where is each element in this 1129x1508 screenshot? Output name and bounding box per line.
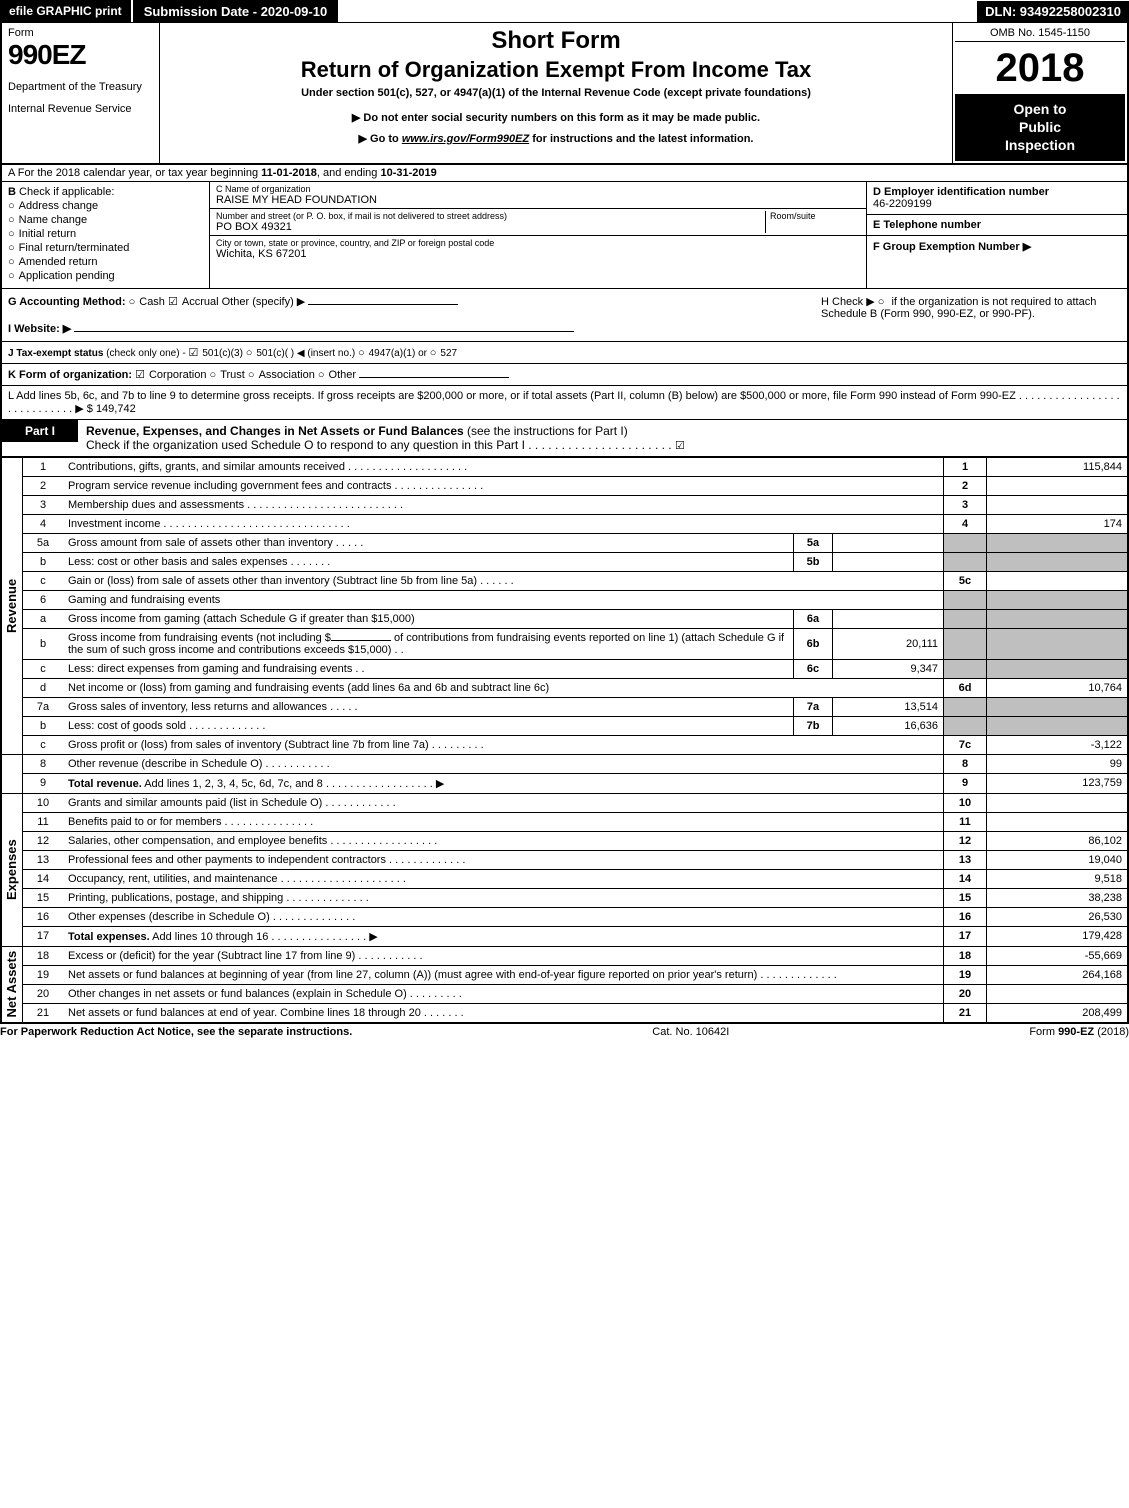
line-1-no: 1	[23, 457, 64, 476]
header-center: Short Form Return of Organization Exempt…	[160, 23, 953, 163]
subtitle: Under section 501(c), 527, or 4947(a)(1)…	[170, 87, 942, 99]
return-title: Return of Organization Exempt From Incom…	[170, 57, 942, 83]
chk-application-pending[interactable]: Application pending	[8, 270, 203, 282]
submission-date: Submission Date - 2020-09-10	[133, 0, 339, 23]
ssn-notice: ▶ Do not enter social security numbers o…	[170, 111, 942, 124]
tax-year-end: 10-31-2019	[380, 167, 436, 179]
side-revenue: Revenue	[1, 457, 23, 754]
line-1-val: 115,844	[987, 457, 1129, 476]
j-4947[interactable]: 4947(a)(1) or	[358, 348, 427, 359]
top-bar: efile GRAPHIC print Submission Date - 20…	[0, 0, 1129, 22]
col-d-e-f: D Employer identification number 46-2209…	[867, 182, 1127, 288]
chk-initial-return[interactable]: Initial return	[8, 228, 203, 240]
omb-number: OMB No. 1545-1150	[955, 25, 1125, 42]
form-number: 990EZ	[8, 39, 153, 71]
part-1-checkbox[interactable]	[675, 438, 689, 452]
i-label: I Website: ▶	[8, 323, 71, 335]
g-cash[interactable]: Cash	[129, 296, 165, 308]
main-table: Revenue 1 Contributions, gifts, grants, …	[0, 457, 1129, 1024]
h-checkbox[interactable]	[878, 296, 889, 308]
l-value: 149,742	[96, 403, 136, 415]
j-501c[interactable]: 501(c)( ) ◀ (insert no.)	[246, 348, 355, 359]
line-1-desc: Contributions, gifts, grants, and simila…	[63, 457, 944, 476]
part-1-header: Part I Revenue, Expenses, and Changes in…	[0, 420, 1129, 457]
g-accrual[interactable]: Accrual	[168, 296, 219, 308]
row-l: L Add lines 5b, 6c, and 7b to line 9 to …	[0, 386, 1129, 420]
open-public-inspection: Open to Public Inspection	[955, 94, 1125, 161]
row-g-h: G Accounting Method: Cash Accrual Other …	[0, 289, 1129, 342]
h-box: H Check ▶ if the organization is not req…	[811, 295, 1121, 335]
paperwork-notice: For Paperwork Reduction Act Notice, see …	[0, 1026, 352, 1038]
j-501c3[interactable]: 501(c)(3)	[188, 348, 242, 359]
row-j: J Tax-exempt status (check only one) - 5…	[0, 342, 1129, 364]
part-1-title: Revenue, Expenses, and Changes in Net As…	[86, 424, 464, 438]
goto-pre: ▶ Go to	[359, 133, 402, 145]
dept-treasury: Department of the Treasury	[8, 81, 153, 93]
k-trust[interactable]: Trust	[210, 369, 245, 381]
k-other[interactable]: Other	[318, 369, 356, 381]
tax-year-begin: 11-01-2018	[261, 167, 317, 179]
org-address: PO BOX 49321	[216, 221, 765, 233]
side-expenses: Expenses	[1, 793, 23, 946]
goto-line: ▶ Go to www.irs.gov/Form990EZ for instru…	[170, 132, 942, 145]
dept-irs: Internal Revenue Service	[8, 103, 153, 115]
org-city: Wichita, KS 67201	[216, 248, 860, 260]
d-label: D Employer identification number	[873, 186, 1049, 198]
c-city-label: City or town, state or province, country…	[216, 238, 860, 248]
c-addr-label: Number and street (or P. O. box, if mail…	[216, 211, 765, 221]
chk-amended-return[interactable]: Amended return	[8, 256, 203, 268]
ein: 46-2209199	[873, 198, 932, 210]
cat-no: Cat. No. 10642I	[352, 1026, 1029, 1038]
efile-print-label: efile GRAPHIC print	[0, 0, 131, 22]
line-1-col: 1	[944, 457, 987, 476]
chk-name-change[interactable]: Name change	[8, 214, 203, 226]
header-right: OMB No. 1545-1150 2018 Open to Public In…	[953, 23, 1127, 163]
goto-post: for instructions and the latest informat…	[529, 133, 753, 145]
form-word: Form	[8, 27, 153, 39]
col-b-checkboxes: B Check if applicable: Address change Na…	[2, 182, 210, 288]
c-name-label: C Name of organization	[216, 184, 860, 194]
part-1-check-line: Check if the organization used Schedule …	[86, 438, 672, 452]
org-name: RAISE MY HEAD FOUNDATION	[216, 194, 860, 206]
chk-final-return[interactable]: Final return/terminated	[8, 242, 203, 254]
part-1-label: Part I	[2, 420, 78, 442]
e-label: E Telephone number	[873, 219, 981, 231]
k-corporation[interactable]: Corporation	[135, 369, 206, 381]
short-form-title: Short Form	[170, 27, 942, 55]
room-label: Room/suite	[770, 211, 860, 221]
g-other[interactable]: Other (specify) ▶	[222, 296, 306, 308]
f-label: F Group Exemption Number ▶	[873, 241, 1031, 253]
g-label: G Accounting Method:	[8, 296, 126, 308]
form-footer: Form 990-EZ (2018)	[1029, 1026, 1129, 1038]
side-net-assets: Net Assets	[1, 946, 23, 1023]
tax-year: 2018	[955, 42, 1125, 94]
section-b-c-d: B Check if applicable: Address change Na…	[0, 182, 1129, 289]
row-k: K Form of organization: Corporation Trus…	[0, 364, 1129, 386]
k-association[interactable]: Association	[248, 369, 315, 381]
header-left: Form 990EZ Department of the Treasury In…	[2, 23, 160, 163]
dln: DLN: 93492258002310	[977, 1, 1129, 22]
goto-link[interactable]: www.irs.gov/Form990EZ	[402, 133, 529, 145]
chk-address-change[interactable]: Address change	[8, 200, 203, 212]
page-footer: For Paperwork Reduction Act Notice, see …	[0, 1024, 1129, 1040]
col-c-org-info: C Name of organization RAISE MY HEAD FOU…	[210, 182, 867, 288]
j-527[interactable]: 527	[430, 348, 457, 359]
row-a-tax-year: A For the 2018 calendar year, or tax yea…	[0, 165, 1129, 182]
form-header: Form 990EZ Department of the Treasury In…	[0, 22, 1129, 165]
